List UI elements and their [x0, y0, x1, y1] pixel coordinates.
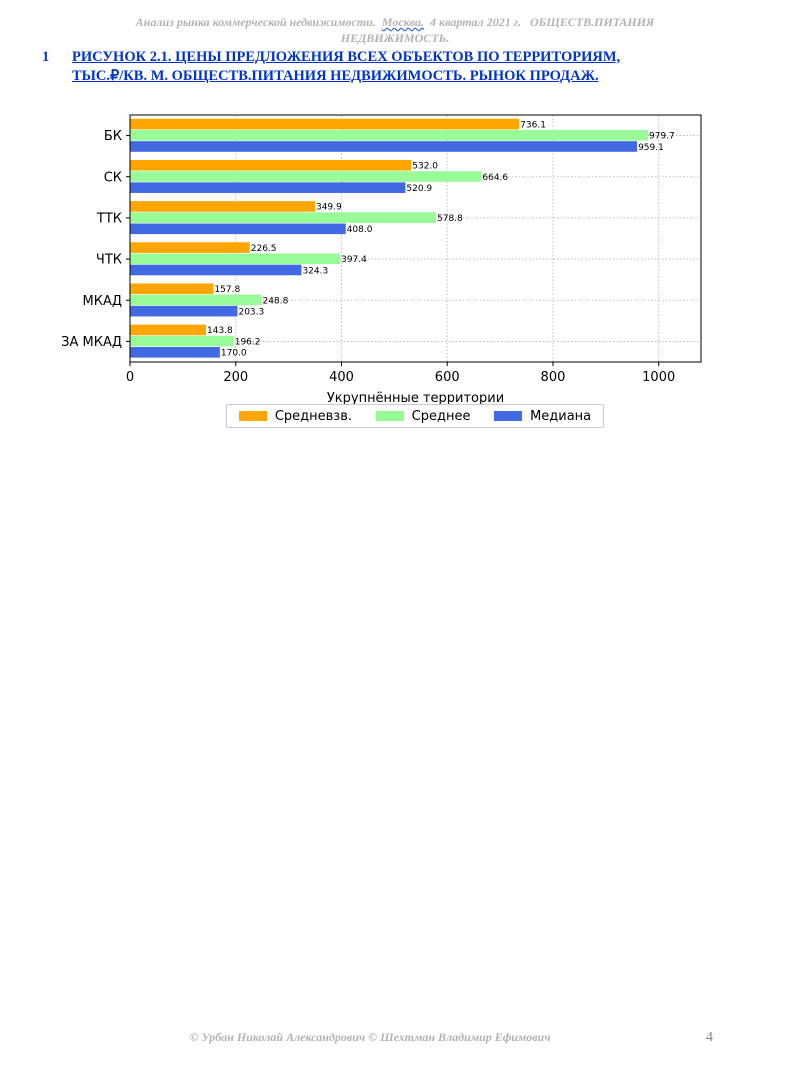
caption-text: РИСУНОК 2.1. ЦЕНЫ ПРЕДЛОЖЕНИЯ ВСЕХ ОБЪЕК… — [72, 48, 712, 86]
bar — [130, 182, 406, 193]
footer-authors: © Урбан Николай Александрович © Шехтман … — [189, 1030, 551, 1044]
bar-value-label: 578.8 — [437, 214, 463, 224]
legend-item: Средневзв. — [238, 408, 352, 424]
legend-label: Средневзв. — [274, 408, 352, 424]
plot-frame — [129, 114, 702, 363]
bar-value-label: 959.1 — [638, 143, 664, 153]
x-tick-label: 0 — [126, 370, 134, 385]
header-period: 4 квартал 2021 г. — [430, 15, 521, 29]
bar — [130, 253, 341, 265]
bar-value-label: 143.8 — [207, 326, 233, 336]
chart-legend: Средневзв. Среднее Медиана — [226, 404, 604, 428]
bar-value-label: 226.5 — [251, 244, 277, 254]
bar — [130, 305, 238, 317]
bar — [130, 294, 262, 306]
bar — [130, 264, 302, 276]
header-title: Анализ рынка коммерческой недвижимости. — [135, 15, 376, 29]
bar — [130, 335, 234, 347]
x-tick-label: 800 — [541, 370, 566, 385]
running-header: Анализ рынка коммерческой недвижимости. … — [60, 14, 730, 46]
caption-line-2: ТЫС.₽/КВ. М. ОБЩЕСТВ.ПИТАНИЯ НЕДВИЖИМОСТ… — [72, 68, 599, 84]
legend-swatch — [494, 411, 523, 421]
bar-value-label: 979.7 — [649, 132, 675, 142]
bar — [130, 283, 214, 295]
bar-value-label: 397.4 — [341, 255, 367, 265]
bar-value-label: 324.3 — [302, 266, 328, 276]
bar-value-label: 532.0 — [412, 162, 438, 172]
bar-value-label: 664.6 — [482, 173, 508, 183]
bar — [130, 159, 412, 171]
y-tick-label: ТТК — [96, 211, 122, 226]
x-tick-label: 400 — [329, 370, 354, 385]
caption-number: 1 — [42, 49, 50, 65]
bar-value-label: 157.8 — [214, 285, 240, 295]
bar — [130, 118, 520, 130]
bar-value-label: 170.0 — [221, 349, 247, 359]
legend-item: Медиана — [494, 409, 591, 424]
chart-container: 736.1 979.7 959.1 БК 532.0 664.6 520.9 СК 349.9 5… — [50, 105, 720, 410]
x-tick-label: 1000 — [642, 370, 675, 385]
legend-swatch — [238, 411, 267, 421]
x-tick-label: 200 — [223, 370, 248, 385]
bar — [130, 212, 437, 223]
x-tick-label: 600 — [435, 370, 460, 385]
bar — [130, 171, 482, 182]
y-tick-label: МКАД — [83, 294, 123, 309]
y-tick-label: ЧТК — [96, 253, 122, 268]
header-segment-cont: НЕДВИЖИМОСТЬ. — [340, 31, 450, 45]
bar-value-label: 520.9 — [406, 184, 432, 194]
legend-swatch — [375, 411, 404, 421]
bar — [130, 242, 250, 253]
header-city: Москва. — [381, 15, 425, 29]
bar-value-label: 408.0 — [347, 225, 373, 235]
y-tick-label: ЗА МКАД — [61, 335, 122, 350]
bar — [130, 141, 638, 152]
x-axis-label: Укрупнённые территории — [327, 391, 504, 405]
legend-label: Среднее — [411, 408, 471, 424]
caption-line-1: РИСУНОК 2.1. ЦЕНЫ ПРЕДЛОЖЕНИЯ ВСЕХ ОБЪЕК… — [72, 49, 621, 65]
y-tick-label: СК — [104, 170, 122, 185]
bar-value-label: 349.9 — [316, 203, 342, 213]
bar-value-label: 248.8 — [263, 296, 289, 306]
y-tick-label: БК — [104, 129, 122, 144]
bar-value-label: 736.1 — [520, 120, 546, 130]
bar — [130, 223, 346, 235]
legend-label: Медиана — [530, 408, 592, 424]
bar — [130, 347, 220, 358]
bar — [130, 324, 207, 336]
header-segment: ОБЩЕСТВ.ПИТАНИЯ — [529, 15, 655, 29]
bar — [130, 129, 648, 141]
legend-item: Среднее — [375, 408, 471, 424]
bar-value-label: 203.3 — [238, 307, 264, 317]
bar-value-label: 196.2 — [235, 337, 261, 347]
bar — [130, 201, 315, 212]
page-number: 4 — [706, 1030, 713, 1045]
